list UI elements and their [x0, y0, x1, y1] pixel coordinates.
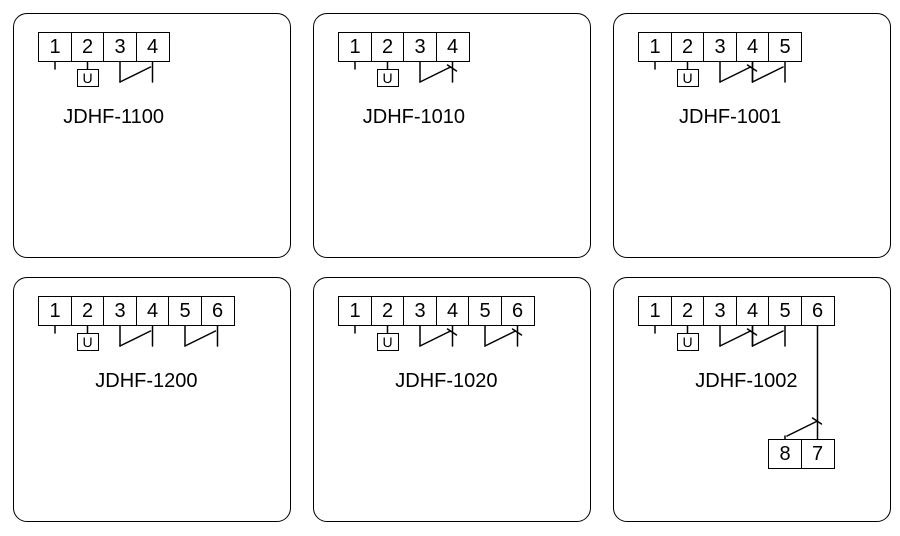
terminal: 4 — [436, 296, 470, 326]
terminal: 1 — [338, 296, 372, 326]
panel-label: JDHF-1100 — [63, 106, 164, 129]
terminal-row: 1234 — [338, 32, 470, 62]
u-box: U — [677, 69, 699, 87]
terminal: 3 — [403, 296, 437, 326]
u-box: U — [377, 333, 399, 351]
terminal: 2 — [371, 32, 405, 62]
terminal: 3 — [103, 32, 137, 62]
terminal-row: 12345 — [638, 32, 802, 62]
terminal: 2 — [71, 296, 105, 326]
panel-label: JDHF-1002 — [695, 370, 797, 393]
panel-label: JDHF-1001 — [679, 106, 781, 129]
terminal-row: 1234 — [38, 32, 170, 62]
u-box: U — [677, 333, 699, 351]
diagram-panel: 123456 U JDHF-1002 87 — [613, 277, 891, 522]
diagram-panel: 1234 U JDHF-1010 — [313, 13, 591, 258]
terminal: 6 — [801, 296, 835, 326]
terminal: 1 — [638, 32, 672, 62]
panel-label: JDHF-1020 — [395, 370, 497, 393]
terminal: 4 — [136, 32, 170, 62]
terminal: 2 — [71, 32, 105, 62]
terminal: 8 — [768, 439, 802, 469]
terminal: 4 — [436, 32, 470, 62]
diagram-panel: 123456 U JDHF-1020 — [313, 277, 591, 522]
sub-terminal-row: 87 — [768, 439, 835, 469]
terminal: 3 — [703, 296, 737, 326]
terminal-row: 123456 — [38, 296, 235, 326]
terminal: 3 — [103, 296, 137, 326]
terminal: 2 — [671, 296, 705, 326]
panel-label: JDHF-1200 — [95, 370, 197, 393]
terminal: 5 — [768, 32, 802, 62]
diagram-panel: 1234 U JDHF-1100 — [13, 13, 291, 258]
terminal: 3 — [703, 32, 737, 62]
terminal: 5 — [168, 296, 202, 326]
terminal: 7 — [801, 439, 835, 469]
u-box: U — [77, 69, 99, 87]
terminal: 4 — [136, 296, 170, 326]
terminal: 1 — [38, 32, 72, 62]
terminal: 6 — [501, 296, 535, 326]
terminal: 4 — [736, 32, 770, 62]
terminal: 1 — [638, 296, 672, 326]
terminal: 2 — [371, 296, 405, 326]
panel-label: JDHF-1010 — [363, 106, 465, 129]
terminal: 1 — [338, 32, 372, 62]
terminal: 5 — [768, 296, 802, 326]
terminal-row: 123456 — [338, 296, 535, 326]
u-box: U — [377, 69, 399, 87]
terminal: 4 — [736, 296, 770, 326]
diagram-panel: 12345 U JDHF-1001 — [613, 13, 891, 258]
u-box: U — [77, 333, 99, 351]
terminal: 5 — [468, 296, 502, 326]
terminal: 2 — [671, 32, 705, 62]
terminal: 3 — [403, 32, 437, 62]
diagram-panel: 123456 U JDHF-1200 — [13, 277, 291, 522]
terminal: 1 — [38, 296, 72, 326]
terminal-row: 123456 — [638, 296, 835, 326]
terminal: 6 — [201, 296, 235, 326]
